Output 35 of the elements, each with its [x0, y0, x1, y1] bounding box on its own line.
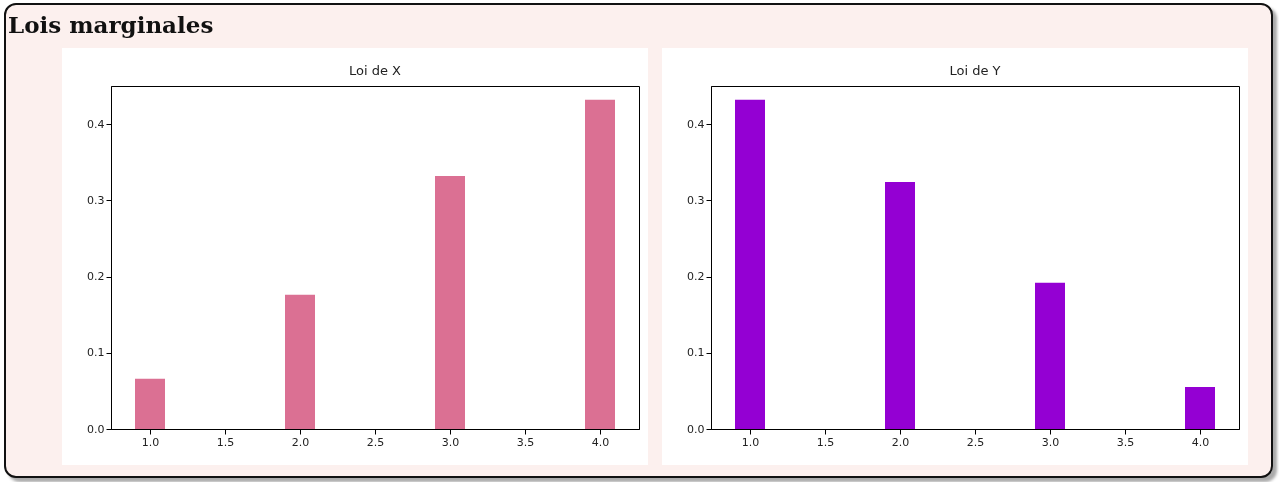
bar — [885, 182, 915, 429]
y-tick-label: 0.0 — [687, 422, 705, 436]
y-tick-label: 0.4 — [87, 117, 105, 131]
x-tick-label: 3.5 — [516, 435, 535, 449]
y-tick-label: 0.2 — [87, 270, 105, 284]
bar — [285, 294, 315, 429]
x-tick-label: 4.0 — [591, 435, 610, 449]
x-tick-label: 1.0 — [141, 435, 160, 449]
x-tick-label: 1.0 — [741, 435, 760, 449]
x-tick-label: 3.0 — [441, 435, 460, 449]
x-tick-label: 4.0 — [1191, 435, 1210, 449]
x-tick-label: 1.5 — [216, 435, 235, 449]
text: Lois marginales — [8, 11, 214, 38]
y-tick-label: 0.1 — [87, 346, 105, 360]
y-tick-label: 0.3 — [687, 193, 705, 207]
bar — [585, 99, 615, 429]
y-tick-label: 0.0 — [87, 422, 105, 436]
x-tick-label: 1.5 — [816, 435, 835, 449]
x-tick-label: 3.0 — [1041, 435, 1060, 449]
bar — [435, 175, 465, 429]
bar — [1035, 282, 1065, 429]
y-tick-label: 0.3 — [87, 193, 105, 207]
bar — [1185, 387, 1215, 429]
x-tick-label: 3.5 — [1116, 435, 1135, 449]
y-tick-label: 0.2 — [687, 270, 705, 284]
y-tick-label: 0.1 — [687, 346, 705, 360]
x-tick-label: 2.5 — [366, 435, 385, 449]
x-tick-label: 2.5 — [966, 435, 985, 449]
chart-title: Loi de X — [349, 63, 402, 78]
y-tick-label: 0.4 — [687, 117, 705, 131]
bar — [735, 99, 765, 429]
bar — [135, 378, 165, 429]
x-tick-label: 2.0 — [891, 435, 910, 449]
x-tick-label: 2.0 — [291, 435, 310, 449]
chart-title: Loi de Y — [949, 63, 1001, 78]
